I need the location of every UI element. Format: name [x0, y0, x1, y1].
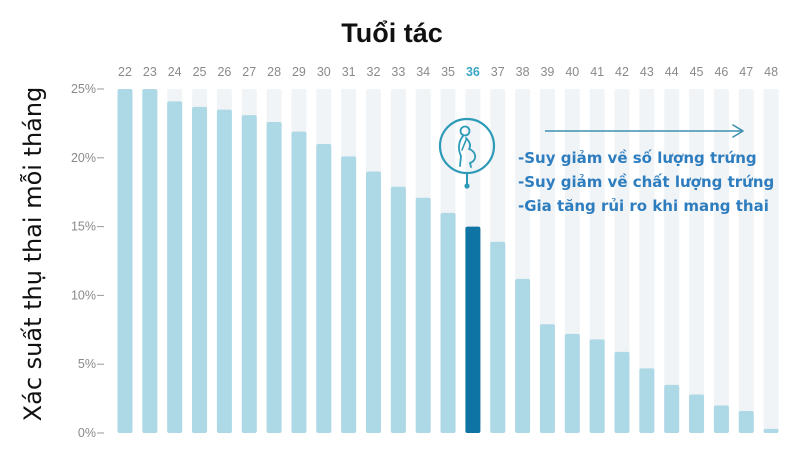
bar-29: [291, 131, 307, 433]
bar-37: [490, 241, 506, 433]
x-tick-32: 32: [367, 65, 381, 79]
y-tick-label: 10%: [71, 288, 96, 302]
bar-31: [341, 156, 357, 433]
bar-30: [316, 144, 332, 434]
bar-track-46: [713, 89, 729, 433]
bar-46: [713, 405, 729, 433]
x-tick-46: 46: [714, 65, 728, 79]
y-axis-title: Xác suất thụ thai mỗi tháng: [18, 87, 47, 422]
bar-track-45: [689, 89, 705, 433]
x-tick-30: 30: [317, 65, 331, 79]
bar-39: [539, 324, 555, 433]
bar-28: [266, 122, 282, 434]
x-tick-34: 34: [416, 65, 430, 79]
bar-38: [515, 278, 531, 433]
x-tick-28: 28: [267, 65, 281, 79]
x-tick-35: 35: [441, 65, 455, 79]
x-tick-31: 31: [342, 65, 356, 79]
bar-33: [390, 186, 406, 433]
x-tick-37: 37: [491, 65, 505, 79]
x-tick-40: 40: [565, 65, 579, 79]
x-tick-42: 42: [615, 65, 629, 79]
x-tick-24: 24: [168, 65, 182, 79]
bar-22: [117, 89, 133, 433]
bar-32: [366, 171, 381, 433]
x-tick-29: 29: [292, 65, 306, 79]
bar-45: [689, 394, 705, 433]
pregnant-woman-icon: [438, 117, 496, 189]
x-tick-36: 36: [466, 65, 480, 79]
bar-34: [415, 197, 431, 433]
chart-title: Tuổi tác: [341, 18, 443, 48]
bar-24: [167, 101, 183, 433]
x-tick-23: 23: [143, 65, 157, 79]
bar-track-44: [664, 89, 680, 433]
annotation-egg-quality: -Suy giảm về chất lượng trứng: [518, 172, 774, 191]
bar-track-42: [614, 89, 630, 433]
bar-42: [614, 351, 630, 433]
y-tick-label: 0%: [78, 426, 96, 440]
bars: [117, 89, 779, 434]
x-tick-27: 27: [242, 65, 256, 79]
bar-41: [589, 339, 605, 433]
x-tick-22: 22: [118, 65, 132, 79]
x-tick-43: 43: [640, 65, 654, 79]
x-tick-33: 33: [391, 65, 405, 79]
x-tick-38: 38: [516, 65, 530, 79]
bar-25: [192, 106, 208, 433]
x-tick-47: 47: [739, 65, 753, 79]
bar-40: [564, 333, 580, 433]
x-tick-41: 41: [590, 65, 604, 79]
bar-track-48: [763, 89, 779, 433]
x-axis-ticks: 22 23 24 25 26 27 28 29 30 31 32 33 34 35 36 37 38 39 40 41…: [118, 65, 778, 79]
y-tick-label: 25%: [71, 82, 96, 96]
x-tick-25: 25: [193, 65, 207, 79]
bar-36: [465, 226, 481, 433]
bar-43: [639, 368, 655, 433]
trend-arrow: [545, 124, 744, 138]
y-tick-label: 20%: [71, 151, 96, 165]
bar-44: [664, 384, 680, 433]
x-tick-39: 39: [540, 65, 554, 79]
x-tick-26: 26: [217, 65, 231, 79]
bar-26: [216, 109, 232, 433]
annotation-egg-quantity: -Suy giảm về số lượng trứng: [518, 148, 757, 167]
bar-47: [738, 410, 754, 433]
bar-track-47: [738, 89, 754, 433]
y-tick-label: 5%: [78, 357, 96, 371]
bar-48: [763, 428, 779, 433]
annotation-pregnancy-risk: -Gia tăng rủi ro khi mang thai: [518, 197, 769, 215]
bar-27: [241, 115, 257, 434]
x-tick-44: 44: [665, 65, 679, 79]
bar-35: [440, 212, 456, 433]
bar-track-43: [639, 89, 655, 433]
x-tick-48: 48: [764, 65, 778, 79]
y-axis-ticks: 0% 5% 10% 15% 20% 25%: [71, 82, 104, 440]
y-tick-label: 15%: [71, 220, 96, 234]
bar-23: [142, 89, 158, 433]
x-tick-45: 45: [690, 65, 704, 79]
